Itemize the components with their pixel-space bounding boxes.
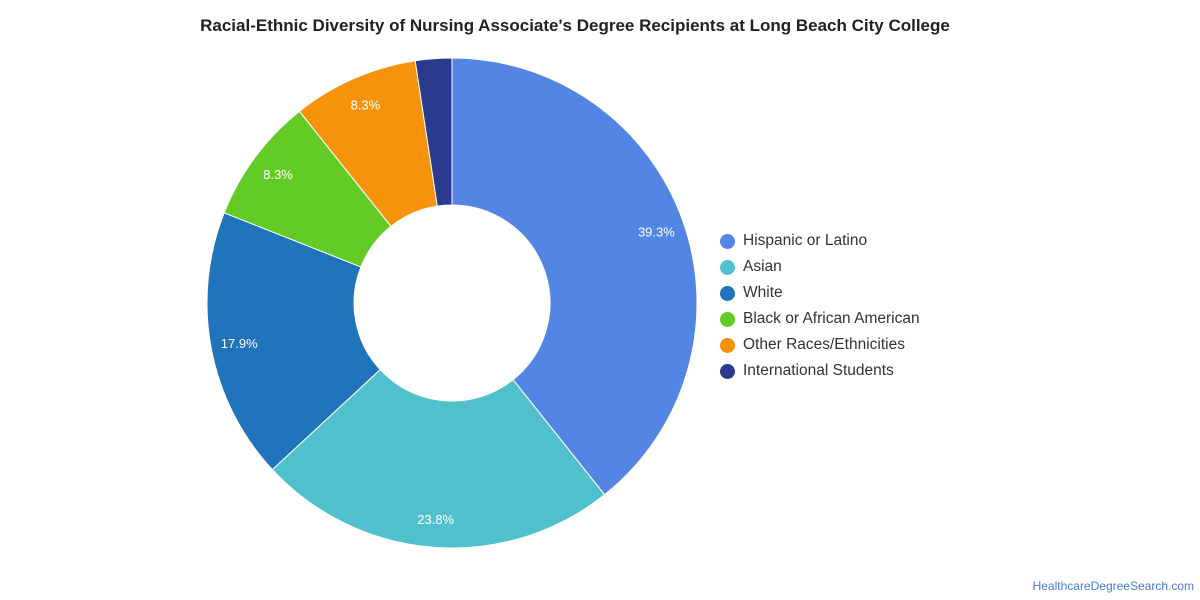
legend-swatch-asian — [720, 259, 735, 275]
slice-value-label: 23.8% — [417, 512, 454, 527]
legend-label: Asian — [743, 258, 782, 275]
slice-value-label: 8.3% — [351, 98, 381, 113]
legend-item-black[interactable]: Black or African American — [720, 306, 920, 332]
chart-title: Racial-Ethnic Diversity of Nursing Assoc… — [200, 16, 950, 35]
legend-swatch-other — [720, 337, 735, 353]
legend-label: Other Races/Ethnicities — [743, 336, 905, 353]
legend-label: White — [743, 284, 783, 301]
source-credit-link[interactable]: HealthcareDegreeSearch.com — [1032, 579, 1194, 593]
slice-value-label: 39.3% — [638, 225, 675, 240]
slice-international-students[interactable] — [414, 57, 453, 207]
legend-item-asian[interactable]: Asian — [720, 254, 920, 280]
legend-item-other[interactable]: Other Races/Ethnicities — [720, 332, 920, 358]
legend-label: Black or African American — [743, 310, 920, 327]
legend-label: International Students — [743, 362, 894, 379]
legend-item-white[interactable]: White — [720, 280, 920, 306]
legend-swatch-white — [720, 285, 735, 301]
legend-item-hispanic[interactable]: Hispanic or Latino — [720, 228, 920, 254]
slice-value-label: 17.9% — [221, 336, 258, 351]
slice-hispanic-or-latino[interactable] — [451, 57, 698, 496]
legend: Hispanic or Latino Asian White Black or … — [720, 228, 920, 384]
legend-swatch-international — [720, 363, 735, 379]
legend-swatch-black — [720, 311, 735, 327]
legend-item-international[interactable]: International Students — [720, 358, 920, 384]
legend-swatch-hispanic — [720, 233, 735, 249]
slice-value-label: 8.3% — [263, 167, 293, 182]
slice-white[interactable] — [206, 212, 381, 471]
slice-asian[interactable] — [271, 368, 606, 549]
legend-label: Hispanic or Latino — [743, 232, 868, 249]
